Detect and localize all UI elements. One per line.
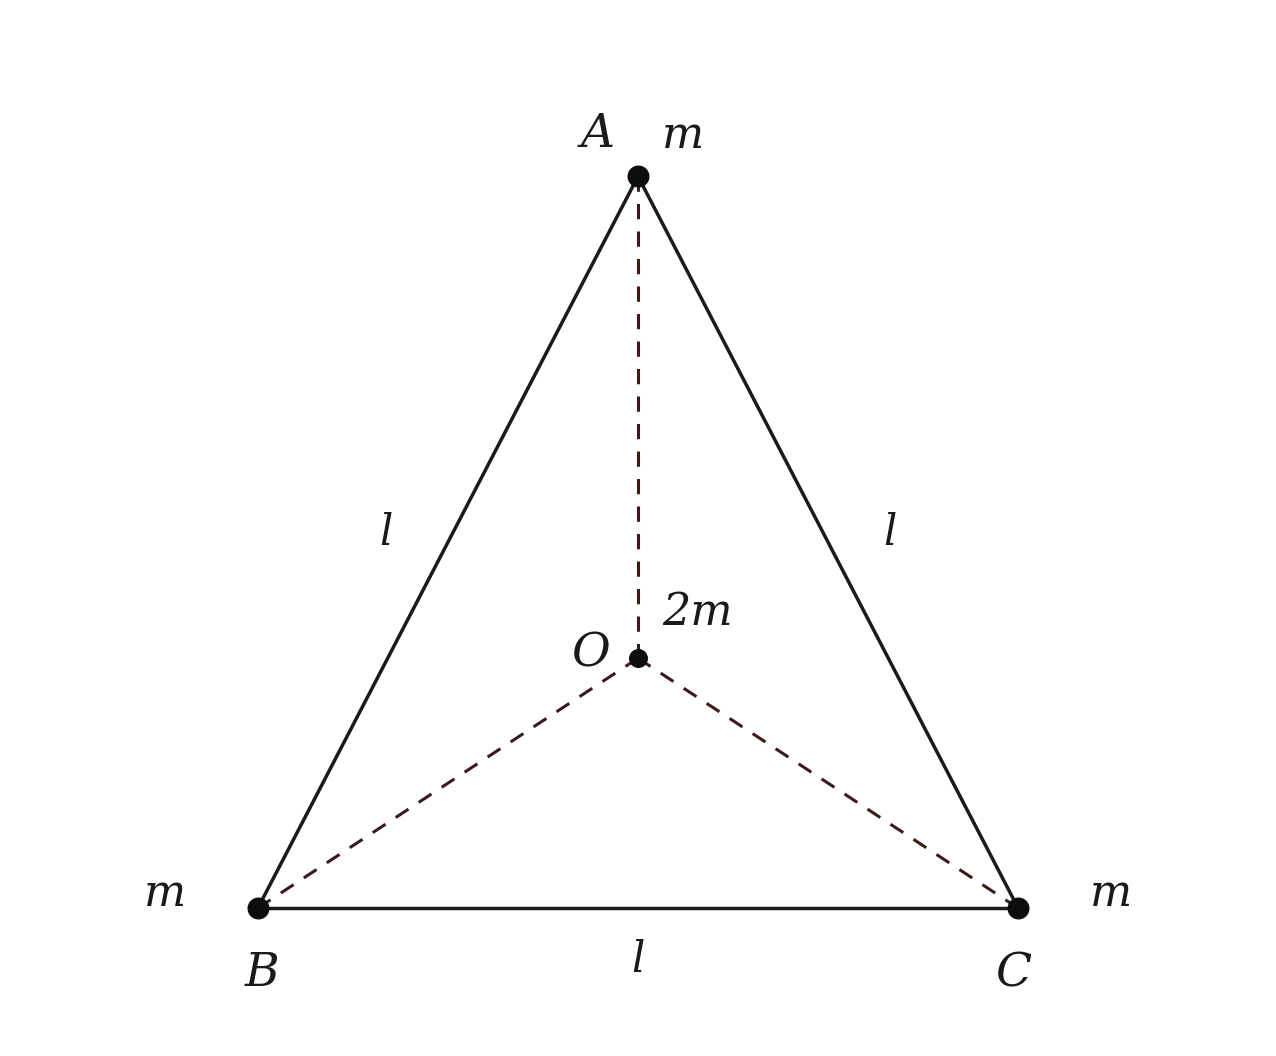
Point <box>1008 900 1028 917</box>
Text: m: m <box>662 114 704 157</box>
Text: l: l <box>632 940 644 981</box>
Text: m: m <box>144 872 186 916</box>
Text: B: B <box>245 950 279 996</box>
Point <box>248 900 268 917</box>
Text: C: C <box>995 950 1031 996</box>
Text: 2m: 2m <box>662 591 732 635</box>
Text: l: l <box>883 512 897 553</box>
Text: A: A <box>581 112 614 157</box>
Text: l: l <box>379 512 393 553</box>
Text: O: O <box>570 630 610 676</box>
Text: m: m <box>1090 872 1132 916</box>
Point <box>628 168 648 185</box>
Point <box>628 649 648 666</box>
